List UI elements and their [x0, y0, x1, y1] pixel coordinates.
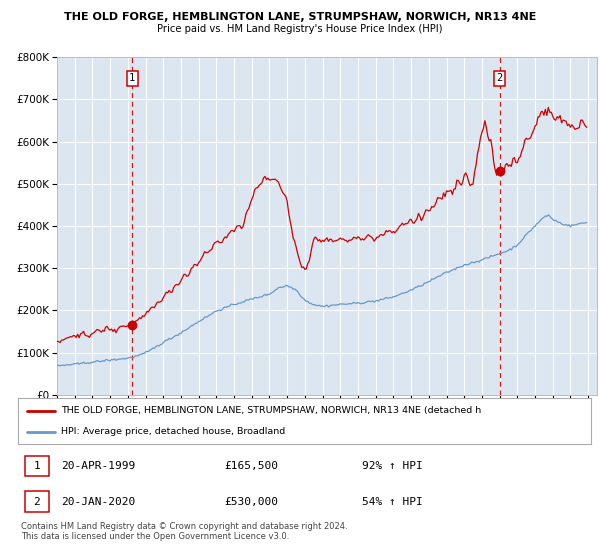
Text: 92% ↑ HPI: 92% ↑ HPI	[362, 461, 422, 471]
Text: 1: 1	[129, 73, 136, 83]
FancyBboxPatch shape	[25, 491, 49, 512]
Text: £165,500: £165,500	[224, 461, 278, 471]
Text: 54% ↑ HPI: 54% ↑ HPI	[362, 497, 422, 507]
Text: THE OLD FORGE, HEMBLINGTON LANE, STRUMPSHAW, NORWICH, NR13 4NE (detached h: THE OLD FORGE, HEMBLINGTON LANE, STRUMPS…	[61, 406, 481, 415]
FancyBboxPatch shape	[25, 456, 49, 477]
Text: 2: 2	[34, 497, 40, 507]
Text: Contains HM Land Registry data © Crown copyright and database right 2024.
This d: Contains HM Land Registry data © Crown c…	[21, 522, 347, 542]
Text: £530,000: £530,000	[224, 497, 278, 507]
Text: 1: 1	[34, 461, 40, 471]
Text: THE OLD FORGE, HEMBLINGTON LANE, STRUMPSHAW, NORWICH, NR13 4NE: THE OLD FORGE, HEMBLINGTON LANE, STRUMPS…	[64, 12, 536, 22]
Text: HPI: Average price, detached house, Broadland: HPI: Average price, detached house, Broa…	[61, 427, 285, 436]
Text: 20-JAN-2020: 20-JAN-2020	[61, 497, 135, 507]
Text: 2: 2	[496, 73, 503, 83]
Text: 20-APR-1999: 20-APR-1999	[61, 461, 135, 471]
Text: Price paid vs. HM Land Registry's House Price Index (HPI): Price paid vs. HM Land Registry's House …	[157, 24, 443, 34]
